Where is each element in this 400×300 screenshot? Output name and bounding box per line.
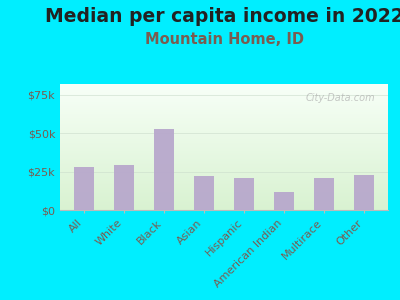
- Bar: [314, 178, 334, 210]
- Bar: [74, 167, 94, 210]
- Bar: [114, 165, 134, 210]
- Text: Median per capita income in 2022: Median per capita income in 2022: [45, 8, 400, 26]
- Bar: [354, 175, 374, 210]
- Bar: [274, 192, 294, 210]
- Text: City-Data.com: City-Data.com: [305, 93, 375, 103]
- Bar: [194, 176, 214, 210]
- Bar: [154, 129, 174, 210]
- Text: Mountain Home, ID: Mountain Home, ID: [144, 32, 304, 46]
- Bar: [234, 178, 254, 210]
